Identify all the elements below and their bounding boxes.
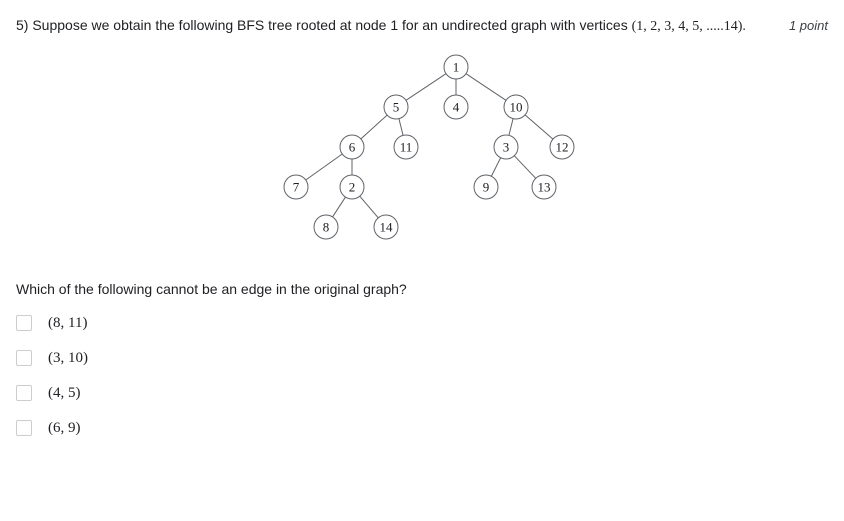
- tree-edge: [406, 73, 446, 100]
- tree-edge: [360, 196, 378, 218]
- question-number: 5): [16, 17, 28, 33]
- tree-node-label: 10: [510, 99, 523, 114]
- tree-node-label: 5: [393, 99, 400, 114]
- tree-edge: [514, 155, 535, 178]
- option-row[interactable]: (3, 10): [16, 350, 828, 367]
- tree-node-label: 3: [503, 139, 510, 154]
- question-points: 1 point: [789, 18, 828, 33]
- question-header: 5) Suppose we obtain the following BFS t…: [16, 16, 828, 37]
- option-label: (3, 10): [48, 350, 88, 367]
- tree-edge: [333, 197, 346, 217]
- tree-edge: [466, 73, 506, 100]
- tree-node-label: 6: [349, 139, 356, 154]
- question-text: 5) Suppose we obtain the following BFS t…: [16, 16, 746, 37]
- tree-node-label: 13: [538, 179, 551, 194]
- tree-node-label: 8: [323, 219, 330, 234]
- option-label: (6, 9): [48, 420, 81, 437]
- tree-node-label: 14: [380, 219, 394, 234]
- option-row[interactable]: (4, 5): [16, 385, 828, 402]
- option-checkbox[interactable]: [16, 420, 32, 436]
- option-row[interactable]: (6, 9): [16, 420, 828, 437]
- tree-node-label: 11: [400, 139, 413, 154]
- tree-node-label: 2: [349, 179, 356, 194]
- option-checkbox[interactable]: [16, 350, 32, 366]
- sub-question-text: Which of the following cannot be an edge…: [16, 281, 828, 297]
- tree-edge: [306, 154, 342, 180]
- option-checkbox[interactable]: [16, 385, 32, 401]
- option-label: (8, 11): [48, 315, 87, 332]
- tree-edge: [361, 115, 387, 139]
- options-list: (8, 11) (3, 10) (4, 5) (6, 9): [16, 315, 828, 437]
- option-checkbox[interactable]: [16, 315, 32, 331]
- tree-node-label: 1: [453, 59, 460, 74]
- tree-edge: [525, 114, 553, 138]
- tree-node-label: 7: [293, 179, 300, 194]
- tree-edge: [509, 118, 513, 135]
- tree-node-label: 12: [556, 139, 569, 154]
- tree-svg: 1 5 4 10 6 11 3 12 7 2 9 13 8 14: [16, 47, 828, 257]
- tree-edge: [399, 118, 403, 135]
- tree-edge: [491, 157, 500, 176]
- option-label: (4, 5): [48, 385, 81, 402]
- option-row[interactable]: (8, 11): [16, 315, 828, 332]
- bfs-tree-diagram: 1 5 4 10 6 11 3 12 7 2 9 13 8 14: [16, 47, 828, 257]
- question-body: Suppose we obtain the following BFS tree…: [32, 17, 631, 33]
- question-vertices: (1, 2, 3, 4, 5, .....14).: [632, 19, 746, 34]
- tree-node-label: 4: [453, 99, 460, 114]
- tree-node-label: 9: [483, 179, 490, 194]
